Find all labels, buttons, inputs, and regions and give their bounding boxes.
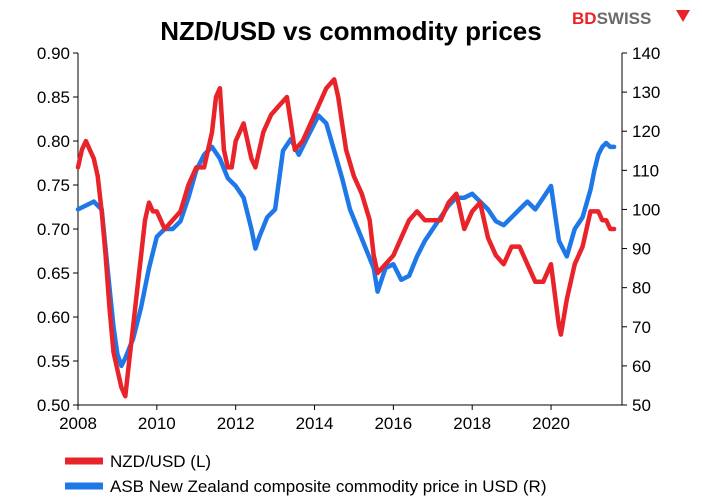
left-tick-label: 0.90 <box>37 44 70 63</box>
legend-item-commodity: ASB New Zealand composite commodity pric… <box>65 477 546 496</box>
series-line-commodity <box>75 113 617 369</box>
x-tick-label: 2010 <box>138 414 176 433</box>
logo-text-bd: BD <box>572 9 597 28</box>
right-tick-label: 80 <box>632 279 651 298</box>
left-tick-label: 0.75 <box>37 176 70 195</box>
left-tick-label: 0.65 <box>37 264 70 283</box>
right-tick-label: 70 <box>632 318 651 337</box>
x-tick-label: 2020 <box>532 414 570 433</box>
right-tick-label: 100 <box>632 200 660 219</box>
x-tick-label: 2016 <box>374 414 412 433</box>
legend-item-nzdusd: NZD/USD (L) <box>65 452 211 471</box>
left-tick-label: 0.50 <box>37 396 70 415</box>
logo-arrow-icon <box>676 10 690 22</box>
x-axis-ticks: 2008 2010 2012 2014 2016 2018 2020 <box>59 405 570 433</box>
left-tick-label: 0.85 <box>37 88 70 107</box>
right-tick-label: 130 <box>632 83 660 102</box>
x-tick-label: 2018 <box>453 414 491 433</box>
left-axis-ticks: 0.50 0.55 0.60 0.65 0.70 0.75 0.80 0.85 0.90 <box>37 44 78 415</box>
brand-logo: BDSWISS <box>572 9 690 28</box>
chart-title: NZD/USD vs commodity prices <box>160 16 541 46</box>
right-tick-label: 90 <box>632 240 651 259</box>
right-axis-ticks: 50 60 70 80 90 100 110 120 130 140 <box>622 44 660 415</box>
series-line-nzdusd <box>75 77 617 399</box>
logo-text-swiss: SWISS <box>597 9 652 28</box>
legend: NZD/USD (L) ASB New Zealand composite co… <box>65 452 546 496</box>
left-tick-label: 0.80 <box>37 132 70 151</box>
x-tick-label: 2008 <box>59 414 97 433</box>
left-tick-label: 0.55 <box>37 352 70 371</box>
left-tick-label: 0.60 <box>37 308 70 327</box>
legend-label-commodity: ASB New Zealand composite commodity pric… <box>110 477 546 496</box>
plot-area <box>77 53 623 406</box>
legend-label-nzdusd: NZD/USD (L) <box>110 452 211 471</box>
right-tick-label: 140 <box>632 44 660 63</box>
left-tick-label: 0.70 <box>37 220 70 239</box>
series-layer <box>75 77 617 399</box>
x-tick-label: 2014 <box>296 414 334 433</box>
x-tick-label: 2012 <box>217 414 255 433</box>
right-tick-label: 50 <box>632 396 651 415</box>
right-tick-label: 60 <box>632 357 651 376</box>
right-tick-label: 120 <box>632 122 660 141</box>
right-tick-label: 110 <box>632 161 659 180</box>
svg-text:BDSWISS: BDSWISS <box>572 9 651 28</box>
